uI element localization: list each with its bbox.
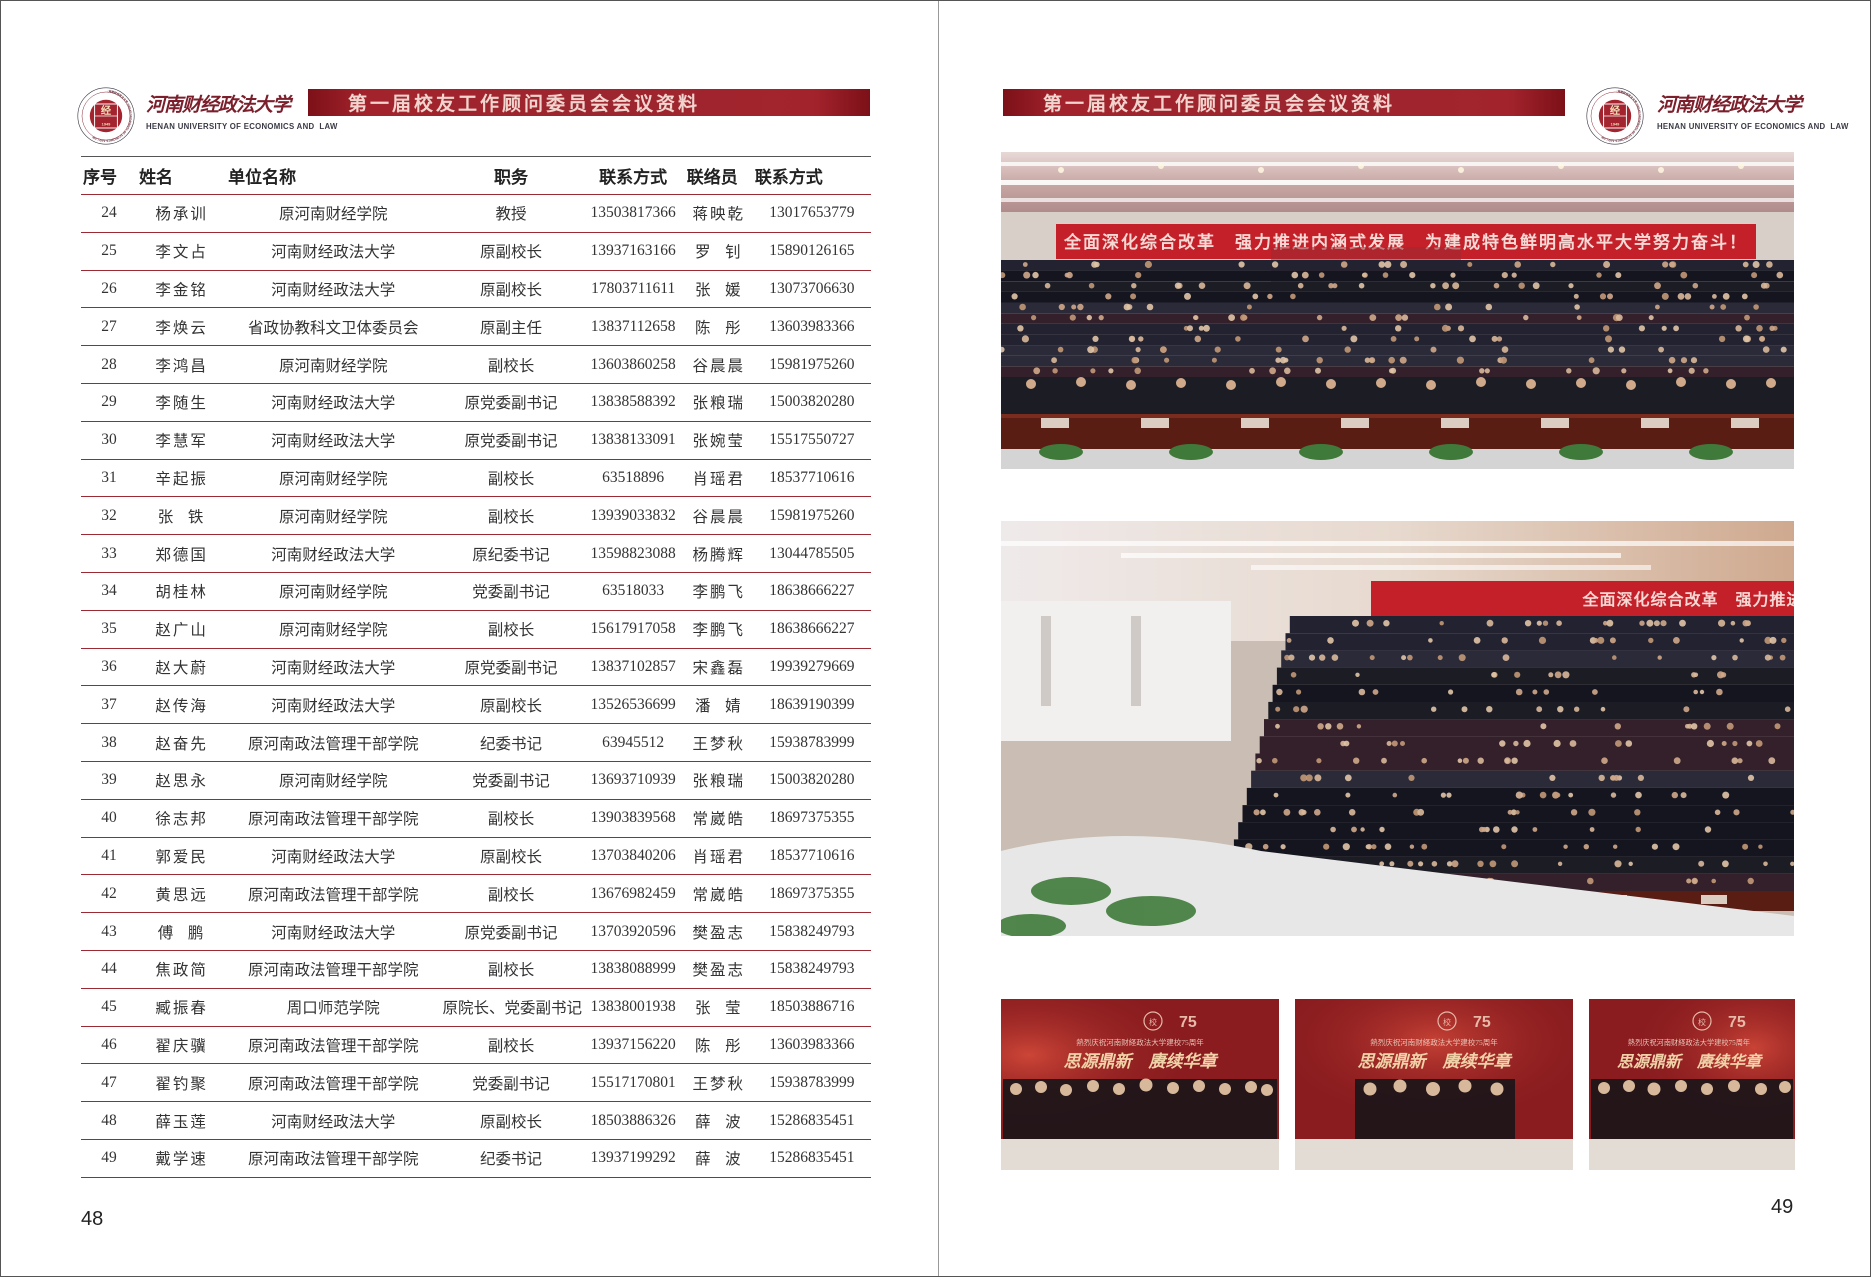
svg-text:校: 校	[1149, 1017, 1157, 1027]
svg-text:1949: 1949	[102, 122, 111, 127]
svg-text:思源鼎新 赓续华章: 思源鼎新 赓续华章	[1358, 1052, 1514, 1071]
svg-text:经: 经	[1610, 104, 1621, 117]
svg-text:思源鼎新 赓续华章: 思源鼎新 赓续华章	[1064, 1052, 1220, 1071]
svg-text:校: 校	[1443, 1017, 1451, 1027]
svg-text:熱烈庆祝河南财経政法大学建校75周年: 熱烈庆祝河南财経政法大学建校75周年	[1076, 1037, 1204, 1047]
svg-text:思源鼎新 赓续华章: 思源鼎新 赓续华章	[1617, 1052, 1763, 1071]
svg-text:全面深化综合改革 强力推进内涵式发展 为建: 全面深化综合改革 强力推进内涵式发展 为建	[1581, 590, 1794, 609]
svg-text:经: 经	[101, 104, 112, 117]
svg-text:1949: 1949	[1611, 122, 1620, 127]
svg-text:熱烈庆祝河南财経政法大学建校75周年: 熱烈庆祝河南财経政法大学建校75周年	[1628, 1038, 1750, 1047]
svg-text:75: 75	[1728, 1014, 1746, 1031]
svg-text:校: 校	[1698, 1017, 1706, 1027]
svg-text:75: 75	[1473, 1014, 1491, 1031]
svg-text:熱烈庆祝河南财経政法大学建校75周年: 熱烈庆祝河南财経政法大学建校75周年	[1370, 1037, 1498, 1047]
svg-text:75: 75	[1179, 1014, 1197, 1031]
